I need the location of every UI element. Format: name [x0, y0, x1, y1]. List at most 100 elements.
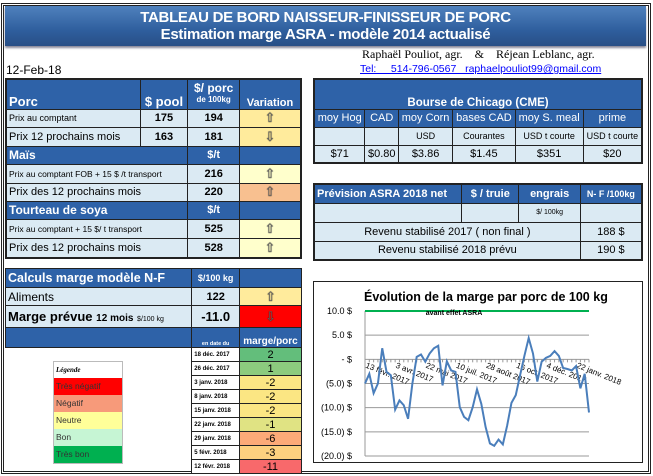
- mais-value: 220: [187, 182, 240, 202]
- history-value: 2: [239, 347, 302, 362]
- contact-link[interactable]: Tel: 514-796-0567 raphaelpouliot99@gmail…: [360, 63, 602, 75]
- history-row: 8 janv. 2018 -2: [6, 389, 302, 404]
- row-label: Prix au comptant FOB + 15 $ /t transport: [5, 163, 189, 184]
- pool-value: 175: [139, 108, 189, 128]
- arrow-down-icon: ⇩: [238, 126, 302, 147]
- cme-col-0: moy Hog: [313, 108, 366, 128]
- y-tick-label: 5.0 $: [332, 330, 352, 340]
- mais-value: 216: [187, 163, 240, 184]
- row-label: Prix au comptant + 15 $/ t transport: [5, 218, 189, 239]
- y-tick-label: (5.0) $: [326, 379, 352, 389]
- engrais-unit: $/ 100kg: [518, 202, 581, 223]
- cme-col-3: bases CAD: [452, 108, 516, 128]
- cme-col-4: moy S. meal: [514, 108, 584, 128]
- cme-val-0: $71: [313, 144, 366, 164]
- porc-header: Porc: [5, 78, 141, 110]
- calc-unit: $/100 kg: [191, 268, 241, 288]
- chart-subtitle: avant effet ASRA: [426, 310, 483, 317]
- cme-sub-1: [364, 126, 399, 146]
- history-value: -2: [239, 389, 302, 404]
- variation-header: Variation: [238, 78, 302, 110]
- legend-item: Très négatif: [54, 378, 122, 395]
- row-label: Prix 12 prochains mois: [5, 126, 141, 147]
- marge-label: Marge prévue: [8, 309, 93, 324]
- cme-val-4: $351: [514, 144, 584, 164]
- history-value: -3: [239, 445, 302, 460]
- cme-val-3: $1.45: [452, 144, 516, 164]
- history-date: 3 janv. 2018: [191, 375, 241, 390]
- arrow-up-icon: ⇧: [238, 218, 302, 239]
- cme-sub-3: Courantes: [452, 126, 516, 146]
- history-value: 1: [239, 361, 302, 376]
- legend: Légende Très négatif Négatif Neutre Bon Très…: [53, 361, 123, 464]
- cme-col-2: moy Corn: [397, 108, 454, 128]
- aliments-label: Aliments: [4, 287, 193, 306]
- y-tick-label: 10.0 $: [327, 306, 352, 316]
- legend-item: Bon: [54, 429, 122, 446]
- dashboard-subtitle: Estimation marge ASRA - modèle 2014 actu…: [160, 26, 491, 43]
- chart-title: Évolution de la marge par porc de 100 kg: [364, 289, 608, 304]
- table-row: Prix au comptant + 15 $/ t transport 525…: [5, 218, 302, 239]
- history-date: 22 janv. 2018: [191, 417, 241, 432]
- history-row: 5 févr. 2018 -3: [6, 445, 302, 460]
- date-header: en date du: [191, 327, 241, 348]
- history-value: -11: [239, 459, 302, 474]
- revenu-2018-value: 190 $: [579, 240, 643, 261]
- revenu-2017-value: 188 $: [579, 221, 643, 242]
- revenu-2017-label: Revenu stabilisé 2017 ( non final ): [313, 221, 581, 242]
- marge-unit: $/100 kg: [137, 316, 164, 323]
- arrow-up-icon: ⇧: [238, 237, 302, 259]
- cme-title: Bourse de Chicago (CME): [313, 78, 643, 110]
- cme-sub-5: USD t courte: [582, 126, 643, 146]
- soya-value: 528: [187, 237, 240, 259]
- cme-table: Bourse de Chicago (CME) moy Hog CAD moy Co…: [313, 78, 643, 164]
- table-row: Prix au comptant FOB + 15 $ /t transport…: [5, 163, 302, 184]
- engrais-header: engrais: [518, 183, 581, 204]
- history-date: 29 janv. 2018: [191, 431, 241, 446]
- table-row: Prix des 12 prochains mois 528 ⇧: [5, 237, 302, 259]
- history-date: 5 févr. 2018: [191, 445, 241, 460]
- pool-header: $ pool: [139, 78, 189, 110]
- margin-series-line: [364, 334, 590, 448]
- cme-val-2: $3.86: [397, 144, 454, 164]
- dashboard-title: TABLEAU DE BORD NAISSEUR-FINISSEUR DE PO…: [140, 9, 511, 26]
- history-date: 12 févr. 2018: [191, 459, 241, 474]
- history-date: 8 janv. 2018: [191, 389, 241, 404]
- cme-sub-2: USD: [397, 126, 454, 146]
- history-date: 26 déc. 2017: [191, 361, 241, 376]
- asra-title: Prévision ASRA 2018 net: [313, 183, 463, 204]
- calc-table: Calculs marge modèle N-F $/100 kg Aliment…: [4, 268, 302, 474]
- marge-sub: 12 mois: [96, 313, 134, 324]
- y-tick-label: - $: [341, 354, 352, 364]
- history-row: 15 janv. 2018 -2: [6, 403, 302, 418]
- pool-value: 163: [139, 126, 189, 147]
- history-value: -2: [239, 375, 302, 390]
- cme-col-5: prime: [582, 108, 643, 128]
- cme-val-1: $0.80: [364, 144, 399, 164]
- dashboard-frame: [1, 3, 651, 474]
- arrow-up-icon: ⇧: [238, 182, 302, 202]
- porc-value: 194: [187, 108, 240, 128]
- legend-item: Négatif: [54, 395, 122, 412]
- margin-chart-svg: 10.0 $ 5.0 $ - $ (5.0) $ (10.0) $ (15.0) $ (20…: [321, 289, 623, 461]
- authors: Raphaël Pouliot, agr. & Réjean Leblanc, …: [362, 47, 595, 61]
- arrow-up-icon: ⇧: [239, 287, 302, 306]
- cme-sub-0: [313, 126, 366, 146]
- porc-price-subheader: de 100kg: [196, 95, 231, 105]
- arrow-up-icon: ⇧: [238, 163, 302, 184]
- margin-chart: 10.0 $ 5.0 $ - $ (5.0) $ (10.0) $ (15.0) $ (20…: [313, 281, 643, 463]
- history-value: -6: [239, 431, 302, 446]
- table-row: Prix au comptant 175 194 ⇧: [5, 108, 302, 128]
- y-tick-label: (10.0) $: [321, 403, 352, 413]
- prices-table: Porc $ pool $/ porc de 100kg Variation Pr…: [5, 78, 302, 259]
- aliments-value: 122: [191, 287, 241, 306]
- history-value: -1: [239, 417, 302, 432]
- history-row: 29 janv. 2018 -6: [6, 431, 302, 446]
- row-label: Prix des 12 prochains mois: [5, 237, 189, 259]
- y-tick-label: (15.0) $: [321, 427, 352, 437]
- mais-unit: $/t: [187, 145, 240, 165]
- soya-value: 525: [187, 218, 240, 239]
- legend-item: Neutre: [54, 412, 122, 429]
- table-row: Prix 12 prochains mois 163 181 ⇩: [5, 126, 302, 147]
- history-row: 3 janv. 2018 -2: [6, 375, 302, 390]
